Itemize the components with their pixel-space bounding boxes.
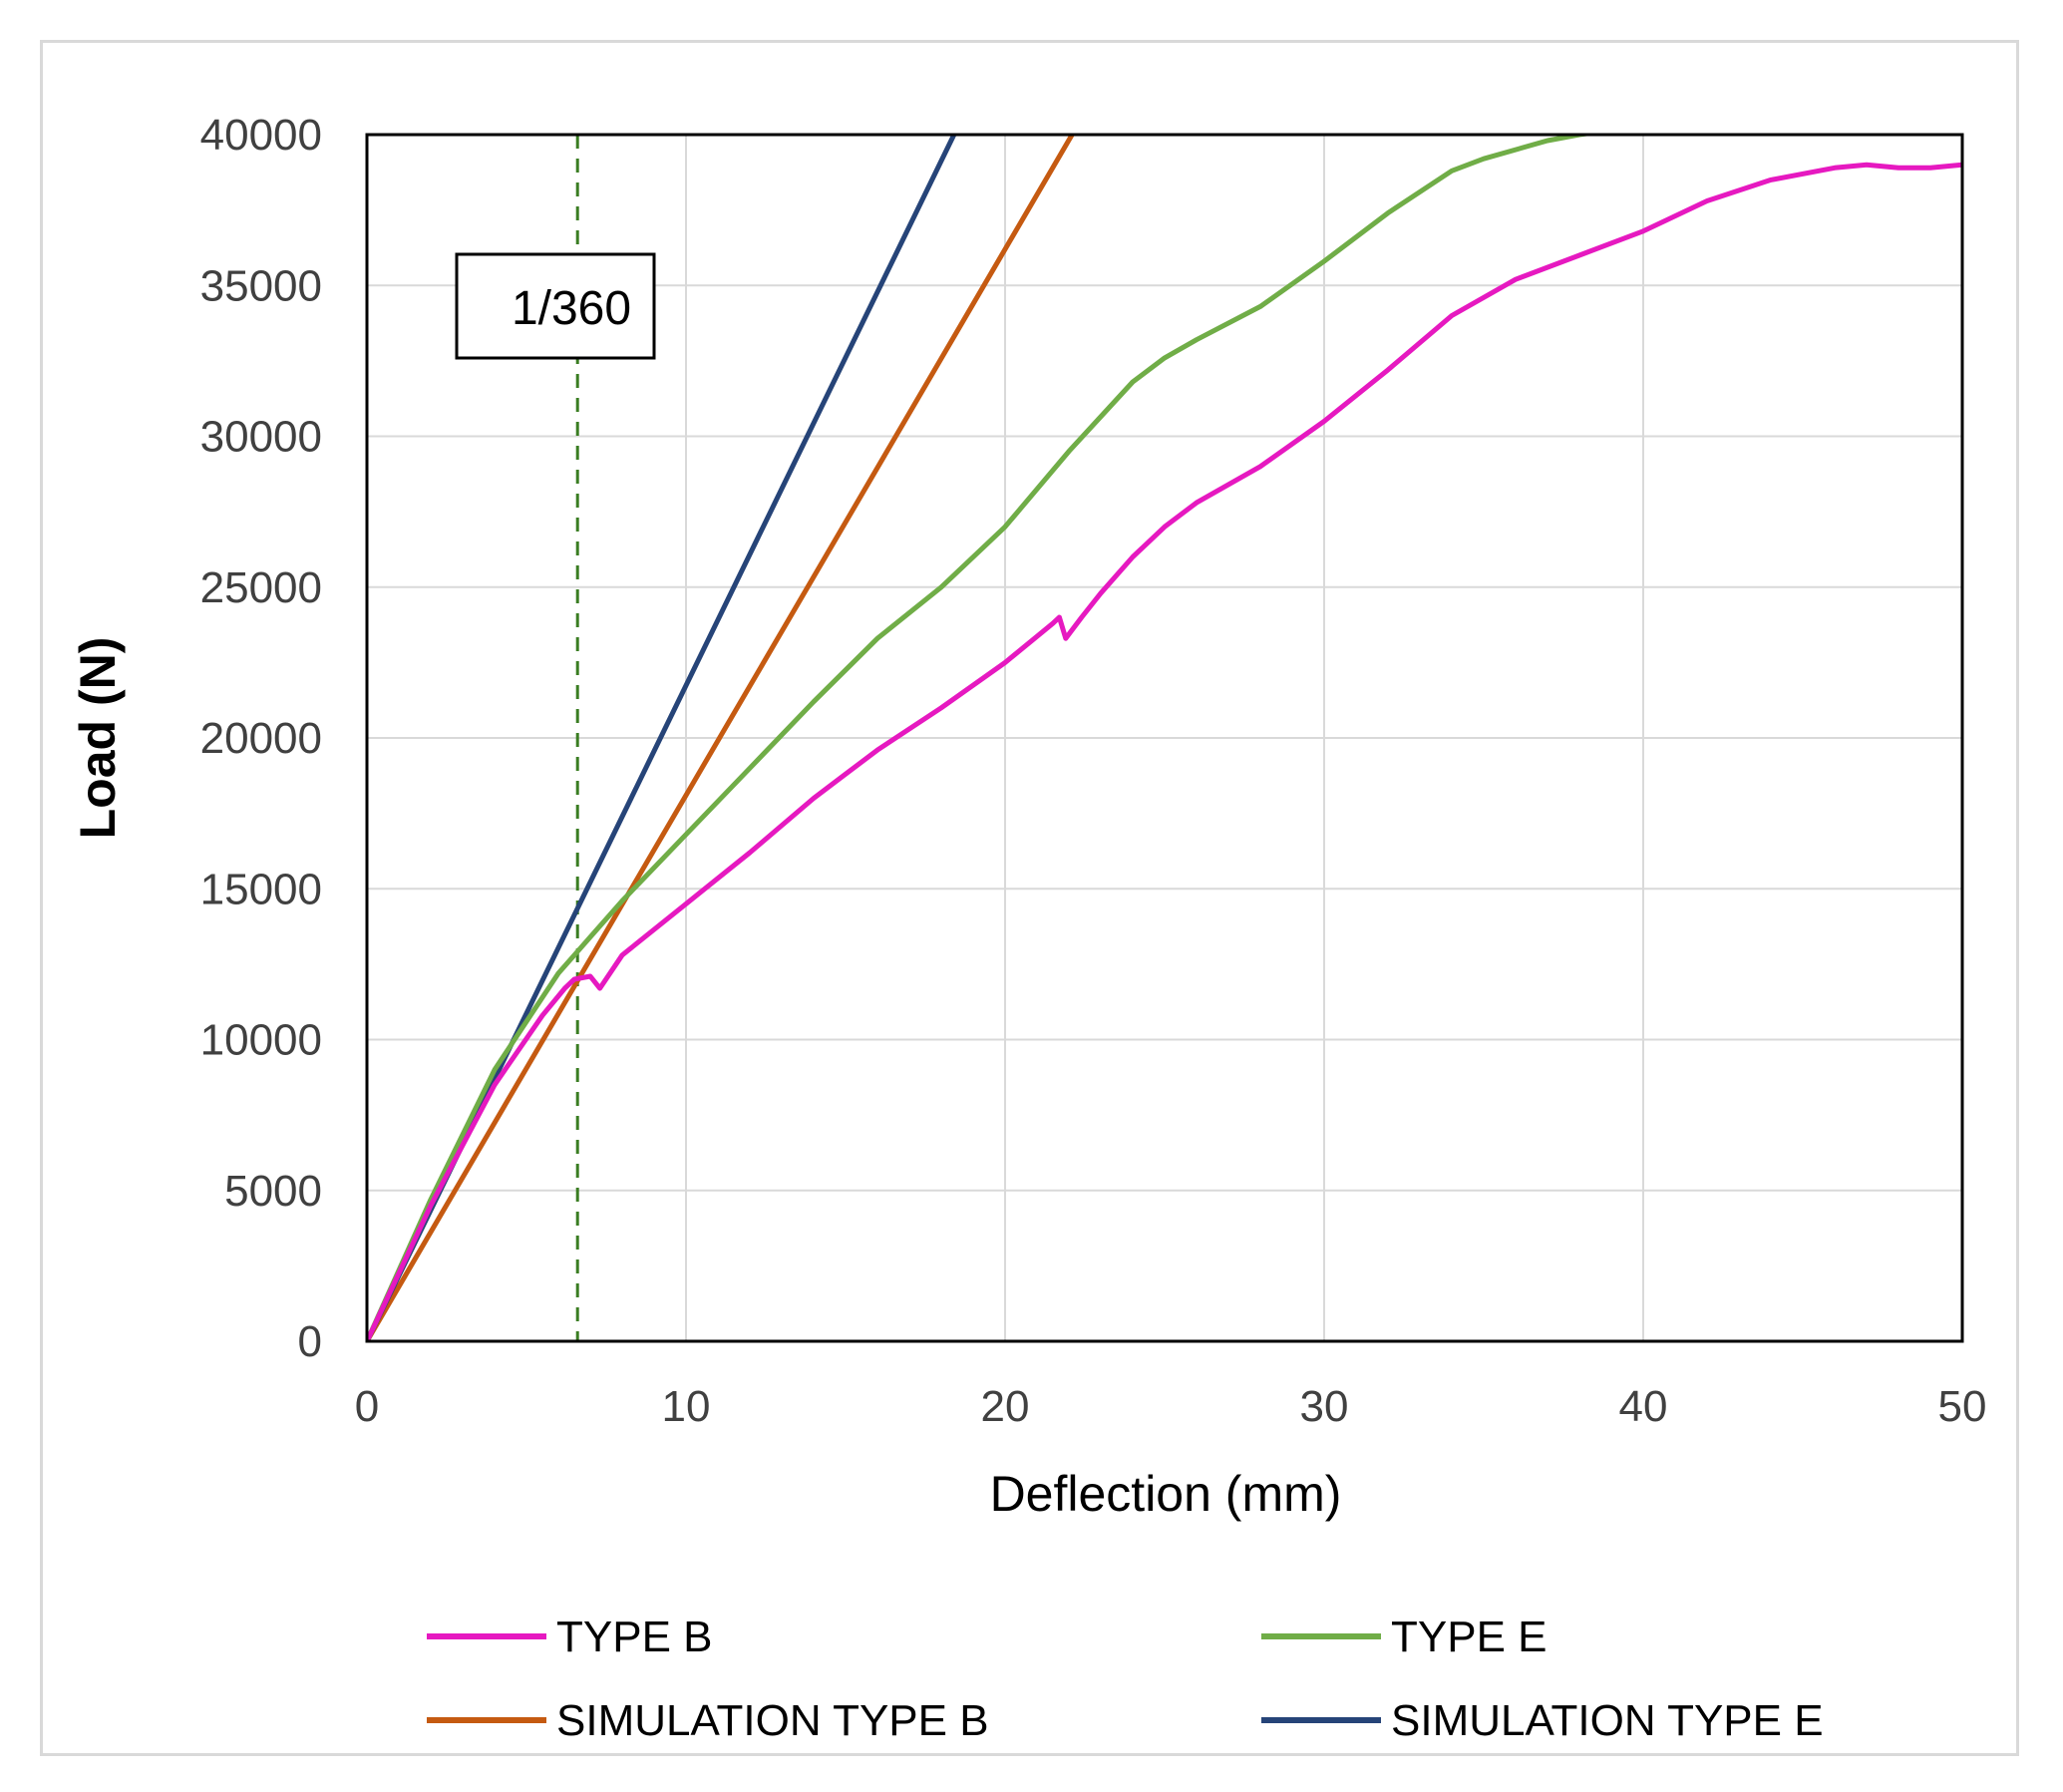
series-line-type-b [367,162,1962,1341]
x-tick-label: 30 [1300,1382,1349,1431]
x-tick-label: 50 [1938,1382,1987,1431]
y-tick-label: 10000 [200,1016,322,1065]
y-tick-label: 40000 [200,111,322,160]
legend-label-type-e: TYPE E [1391,1613,1547,1661]
series-group [367,135,1962,1341]
y-tick-label: 0 [298,1317,322,1366]
y-tick-label: 15000 [200,865,322,913]
x-tick-label: 20 [981,1382,1030,1431]
x-tick-label: 0 [355,1382,379,1431]
y-tick-label: 30000 [200,413,322,462]
x-tick-label: 40 [1619,1382,1668,1431]
y-tick-label: 25000 [200,563,322,612]
annotation-box: 1/360 [455,252,656,360]
y-tick-label: 35000 [200,261,322,310]
y-tick-label: 5000 [224,1167,322,1216]
legend-label-simulation-type-e: SIMULATION TYPE E [1391,1696,1824,1745]
line-chart: 0 10 20 30 40 50 0 5000 10000 15000 20000 25000 3000… [70,111,1987,1745]
annotation-box-border [455,252,656,360]
legend-label-type-b: TYPE B [556,1613,713,1661]
legend: TYPE B TYPE E SIMULATION TYPE B SIMULATION … [427,1613,1824,1745]
legend-label-simulation-type-b: SIMULATION TYPE B [556,1696,989,1745]
annotation-label: 1/360 [512,282,631,335]
chart-frame: 0 10 20 30 40 50 0 5000 10000 15000 20000 25000 3000… [40,40,2019,1756]
tick-labels: 0 10 20 30 40 50 0 5000 10000 15000 20000 25000 3000… [200,111,1987,1431]
y-tick-label: 20000 [200,714,322,763]
series-line-type-e [367,135,1598,1341]
x-tick-label: 10 [662,1382,711,1431]
y-axis-title: Load (N) [70,637,126,840]
x-axis-title: Deflection (mm) [990,1466,1342,1522]
series-line-simulation-type-b [367,135,1075,1341]
plot-area-border [365,133,1964,1343]
